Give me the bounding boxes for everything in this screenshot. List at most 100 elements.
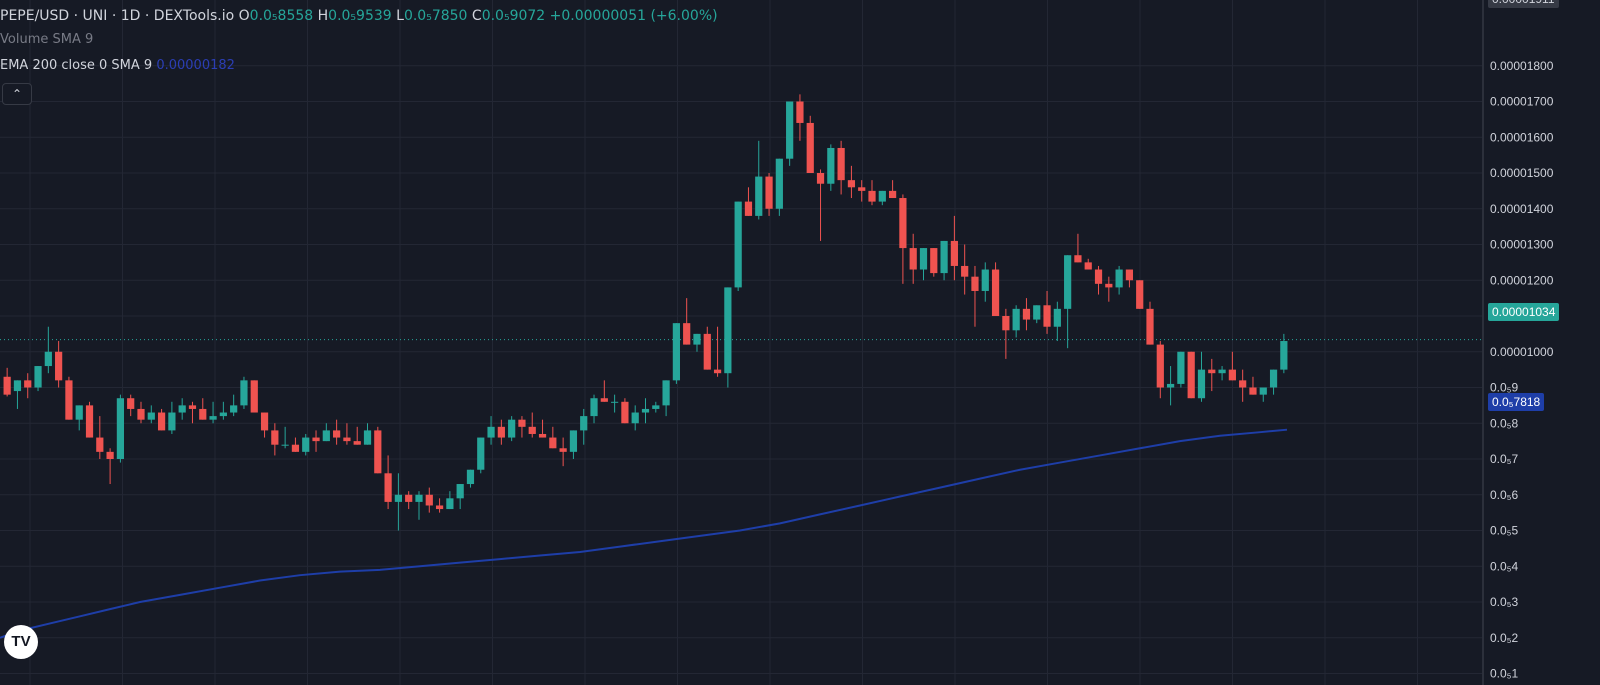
candle-body xyxy=(260,412,269,431)
candle-body xyxy=(703,333,711,370)
open-value: 0.0₅8558 xyxy=(249,8,314,24)
candle-body xyxy=(230,405,238,413)
candle-body xyxy=(435,505,444,510)
y-axis-tick-label: 0.0₅3 xyxy=(1490,595,1519,609)
candle-body xyxy=(981,269,989,291)
candle-body xyxy=(271,430,279,445)
candle-body xyxy=(1094,269,1103,284)
last-price-tag: 0.00001034 xyxy=(1488,303,1560,321)
candle-body xyxy=(384,473,392,502)
candle-body xyxy=(188,405,197,409)
candle-body xyxy=(1269,369,1278,388)
candle-body xyxy=(1022,308,1031,320)
candle-body xyxy=(85,405,94,438)
candle-body xyxy=(868,190,876,202)
candle-body xyxy=(765,176,773,209)
candle-body xyxy=(1064,255,1072,309)
close-value: 0.0₅9072 xyxy=(481,8,546,24)
candle-body xyxy=(600,398,608,402)
candle-body xyxy=(1012,308,1020,331)
candle-body xyxy=(796,101,804,123)
open-key: O xyxy=(238,8,250,24)
candle-body xyxy=(559,448,567,452)
candle-body xyxy=(1208,369,1216,374)
candle-body xyxy=(291,444,300,452)
candle-body xyxy=(1146,308,1154,345)
candle-body xyxy=(168,412,176,431)
candle-body xyxy=(1166,383,1175,388)
candle-body xyxy=(549,437,557,449)
volume-legend[interactable]: Volume SMA 9 xyxy=(0,32,93,47)
close-key: C xyxy=(471,8,482,24)
candle-body xyxy=(1280,341,1288,370)
candle-body xyxy=(415,494,423,502)
candle-body xyxy=(3,376,11,395)
y-axis-tick-label: 0.0₅6 xyxy=(1490,488,1519,502)
candle-body xyxy=(641,408,650,413)
candle-body xyxy=(394,494,402,502)
candle-body xyxy=(96,437,104,452)
candle-body xyxy=(44,351,52,367)
candle-body xyxy=(250,380,258,413)
candle-body xyxy=(580,416,588,431)
candle-body xyxy=(497,426,505,438)
candle-body xyxy=(333,430,341,438)
symbol-title[interactable]: PEPE/USD · UNI · 1D · DEXTools.io xyxy=(0,8,235,24)
candle-body xyxy=(199,408,207,420)
price-tag-top: 0.00001911 xyxy=(1488,0,1559,8)
ema-legend[interactable]: EMA 200 close 0 SMA 9 0.00000182 xyxy=(0,58,235,73)
candle-body xyxy=(744,201,753,216)
candle-body xyxy=(889,190,897,199)
candle-body xyxy=(209,416,217,420)
ema-price-tag: 0.0₅7818 xyxy=(1488,393,1545,411)
ema-value: 0.00000182 xyxy=(156,58,235,73)
candle-body xyxy=(343,437,351,442)
candle-body xyxy=(116,398,125,459)
candle-body xyxy=(919,248,928,270)
y-axis-tick-label: 0.00001400 xyxy=(1490,202,1554,216)
candle-body xyxy=(65,380,73,420)
candle-body xyxy=(487,426,495,438)
candle-body xyxy=(374,430,382,474)
candle-body xyxy=(1197,369,1206,399)
candle-body xyxy=(1084,262,1092,270)
candle-body xyxy=(137,408,145,420)
symbol-legend: PEPE/USD · UNI · 1D · DEXTools.io O0.0₅8… xyxy=(0,8,718,24)
candle-body xyxy=(971,276,979,291)
ema-200-line xyxy=(0,428,1288,639)
candle-body xyxy=(878,190,886,202)
y-axis-tick-label: 0.0₅5 xyxy=(1490,524,1519,538)
candle-body xyxy=(363,430,372,445)
candle-body xyxy=(302,437,310,452)
candle-body xyxy=(693,333,701,345)
candle-body xyxy=(508,419,516,438)
candle-body xyxy=(1053,308,1061,327)
candle-body xyxy=(1033,305,1041,320)
volume-label: Volume SMA 9 xyxy=(0,32,94,47)
candle-body xyxy=(55,351,63,381)
candle-body xyxy=(950,240,958,266)
candle-body xyxy=(899,198,907,249)
candle-body xyxy=(786,101,794,159)
collapse-legend-button[interactable]: ⌃ xyxy=(2,83,32,105)
candle-body xyxy=(569,430,578,452)
candle-body xyxy=(621,401,629,424)
candle-body xyxy=(24,380,32,388)
candle-body xyxy=(1249,387,1257,395)
candle-body xyxy=(631,412,639,424)
y-axis-tick-label: 0.0₅4 xyxy=(1490,559,1519,573)
candle-body xyxy=(157,412,166,431)
ema-label: EMA 200 close 0 SMA 9 xyxy=(0,58,153,73)
candle-body xyxy=(724,287,732,374)
y-axis-tick-label: 0.00001300 xyxy=(1490,238,1554,252)
candle-body xyxy=(1187,351,1195,399)
candle-body xyxy=(466,469,475,485)
tradingview-logo[interactable]: TV xyxy=(4,625,38,659)
candle-body xyxy=(322,430,330,442)
candle-body xyxy=(147,412,155,420)
y-axis-tick-label: 0.00001500 xyxy=(1490,166,1554,180)
candle-body xyxy=(713,369,722,374)
candle-body xyxy=(1259,387,1267,395)
candle-body xyxy=(106,451,114,459)
